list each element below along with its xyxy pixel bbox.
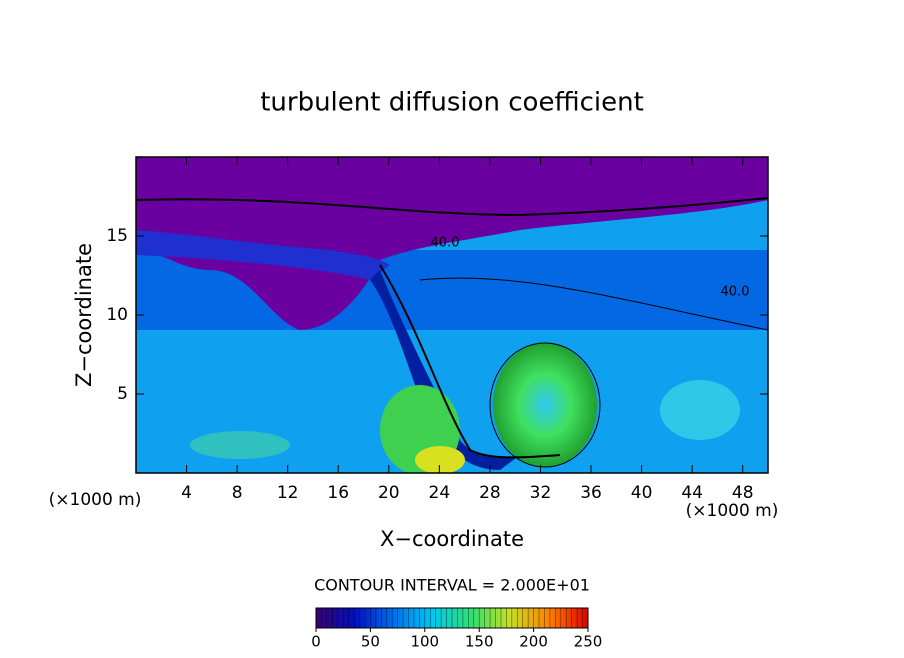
y-axis-label: Z−coordinate [72,243,96,387]
y-tick-label: 5 [117,384,128,404]
x-tick-label: 40 [631,483,653,503]
y-tick-label: 10 [106,305,128,325]
x-tick-label: 8 [232,483,243,503]
x-tick-label: 20 [378,483,400,503]
colorbar-tick-label: 0 [311,633,321,651]
colorbar-tick-label: 100 [410,633,439,651]
colorbar-tick-label: 250 [574,633,603,651]
colorbar-tick-label: 150 [465,633,494,651]
colorbar-tick-label: 50 [361,633,380,651]
colorbar-tick-label: 200 [519,633,548,651]
x-tick-label: 24 [429,483,451,503]
contour-label: 40.0 [431,236,460,251]
y-unit-label: (×1000 m) [49,490,142,510]
x-tick-label: 36 [580,483,602,503]
chart-title: turbulent diffusion coefficient [260,88,644,118]
contour-label: 40.0 [721,285,750,300]
x-tick-label: 4 [181,483,192,503]
contour-interval: CONTOUR INTERVAL = 2.000E+01 [314,576,590,595]
x-tick-label: 12 [277,483,299,503]
x-tick-label: 16 [327,483,349,503]
x-axis-label: X−coordinate [380,527,524,551]
x-tick-label: 32 [530,483,552,503]
x-tick-label: 28 [479,483,501,503]
x-tick-label: 44 [681,483,703,503]
x-unit-label: (×1000 m) [686,501,779,521]
y-tick-label: 15 [106,226,128,246]
contour-field [136,157,768,473]
x-tick-label: 48 [732,483,754,503]
